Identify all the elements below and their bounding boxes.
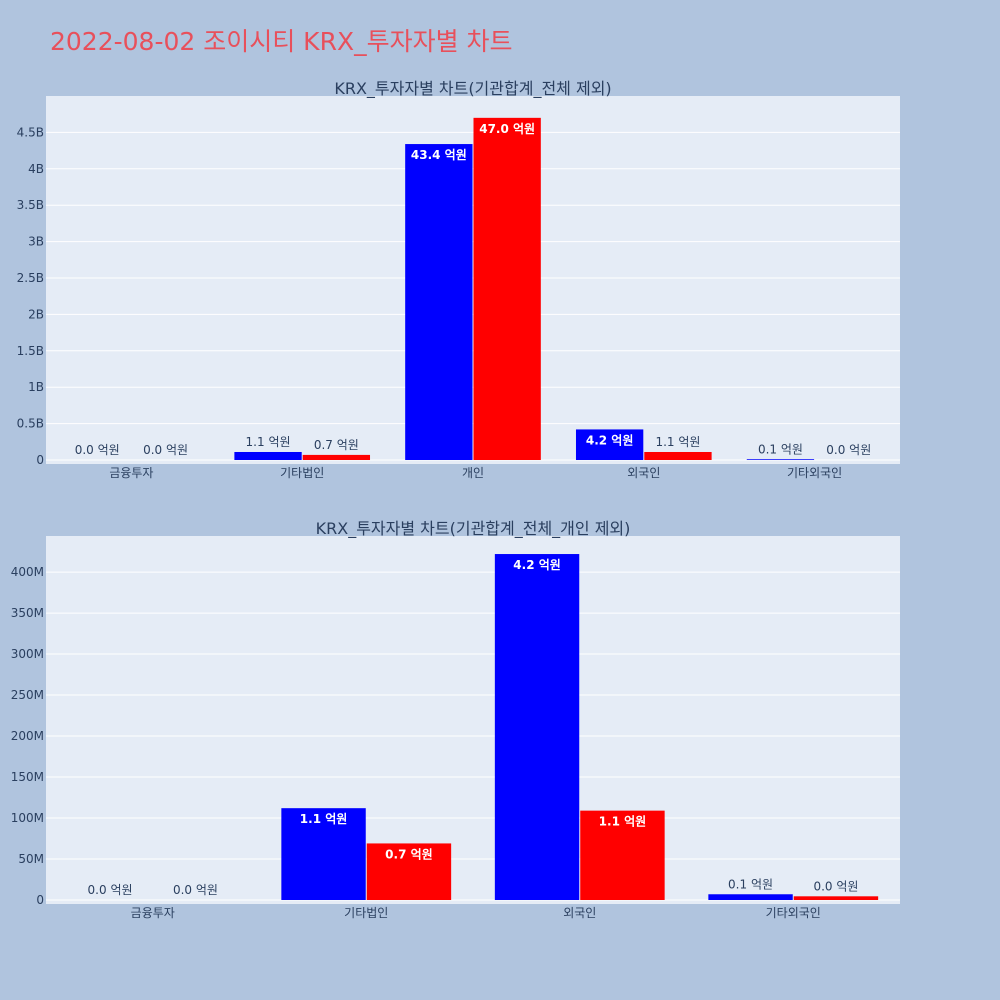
bar-red: [644, 451, 712, 460]
data-label: 43.4 억원: [411, 148, 467, 162]
y-tick-label: 300M: [11, 647, 44, 661]
y-tick-label: 0: [36, 453, 44, 467]
data-label: 0.0 억원: [143, 443, 188, 457]
data-label: 0.0 억원: [88, 883, 133, 897]
bar-blue: [494, 554, 580, 900]
bar-red: [473, 117, 541, 460]
x-tick-label: 기타법인: [344, 906, 388, 920]
data-label: 0.0 억원: [813, 879, 858, 893]
bar-blue: [708, 894, 793, 900]
x-tick-label: 금융투자: [131, 906, 175, 920]
data-label: 0.1 억원: [728, 877, 773, 891]
y-tick-label: 0.5B: [17, 417, 44, 431]
y-tick-label: 150M: [11, 770, 44, 784]
data-label: 1.1 억원: [599, 815, 647, 829]
data-label: 47.0 억원: [479, 122, 535, 136]
bar-red: [302, 454, 371, 460]
y-tick-label: 250M: [11, 688, 44, 702]
bar-blue: [405, 144, 473, 460]
y-tick-label: 100M: [11, 811, 44, 825]
data-label: 0.1 억원: [758, 442, 803, 456]
x-tick-label: 기타법인: [280, 466, 324, 480]
y-tick-label: 350M: [11, 606, 44, 620]
plot-area-1: [46, 96, 900, 464]
y-tick-label: 0: [36, 893, 44, 907]
bar-blue: [281, 808, 366, 900]
bar-red: [366, 843, 452, 900]
data-label: 1.1 억원: [246, 435, 291, 449]
plot-area-2: [46, 536, 900, 904]
data-label: 0.7 억원: [314, 438, 359, 452]
bar-blue: [746, 459, 815, 460]
y-tick-label: 2B: [28, 307, 44, 321]
x-tick-label: 개인: [462, 466, 484, 480]
y-tick-label: 2.5B: [17, 271, 44, 285]
x-tick-label: 외국인: [563, 906, 596, 920]
data-label: 0.7 억원: [385, 847, 433, 861]
data-label: 4.2 억원: [586, 433, 634, 447]
x-tick-label: 외국인: [627, 466, 660, 480]
y-tick-label: 4B: [28, 162, 44, 176]
y-tick-label: 50M: [18, 852, 44, 866]
y-tick-label: 200M: [11, 729, 44, 743]
page-title: 2022-08-02 조이시티 KRX_투자자별 차트: [50, 27, 513, 56]
data-label: 1.1 억원: [300, 812, 348, 826]
bar-blue: [234, 451, 302, 460]
bar-red: [793, 896, 879, 900]
x-tick-label: 기타외국인: [766, 906, 821, 920]
chart-title-1: KRX_투자자별 차트(기관합계_전체 제외): [334, 79, 611, 99]
y-tick-label: 3.5B: [17, 198, 44, 212]
data-label: 0.0 억원: [75, 443, 120, 457]
chart-title-2: KRX_투자자별 차트(기관합계_전체_개인 제외): [316, 519, 631, 539]
y-tick-label: 3B: [28, 235, 44, 249]
y-tick-label: 4.5B: [17, 125, 44, 139]
data-label: 4.2 억원: [513, 558, 561, 572]
y-tick-label: 1B: [28, 380, 44, 394]
data-label: 1.1 억원: [655, 435, 700, 449]
x-tick-label: 기타외국인: [787, 466, 842, 480]
y-tick-label: 400M: [11, 565, 44, 579]
bar-red: [580, 810, 665, 900]
data-label: 0.0 억원: [173, 883, 218, 897]
x-tick-label: 금융투자: [109, 466, 153, 480]
y-tick-label: 1.5B: [17, 344, 44, 358]
data-label: 0.0 억원: [826, 443, 871, 457]
bar-blue: [575, 429, 644, 460]
